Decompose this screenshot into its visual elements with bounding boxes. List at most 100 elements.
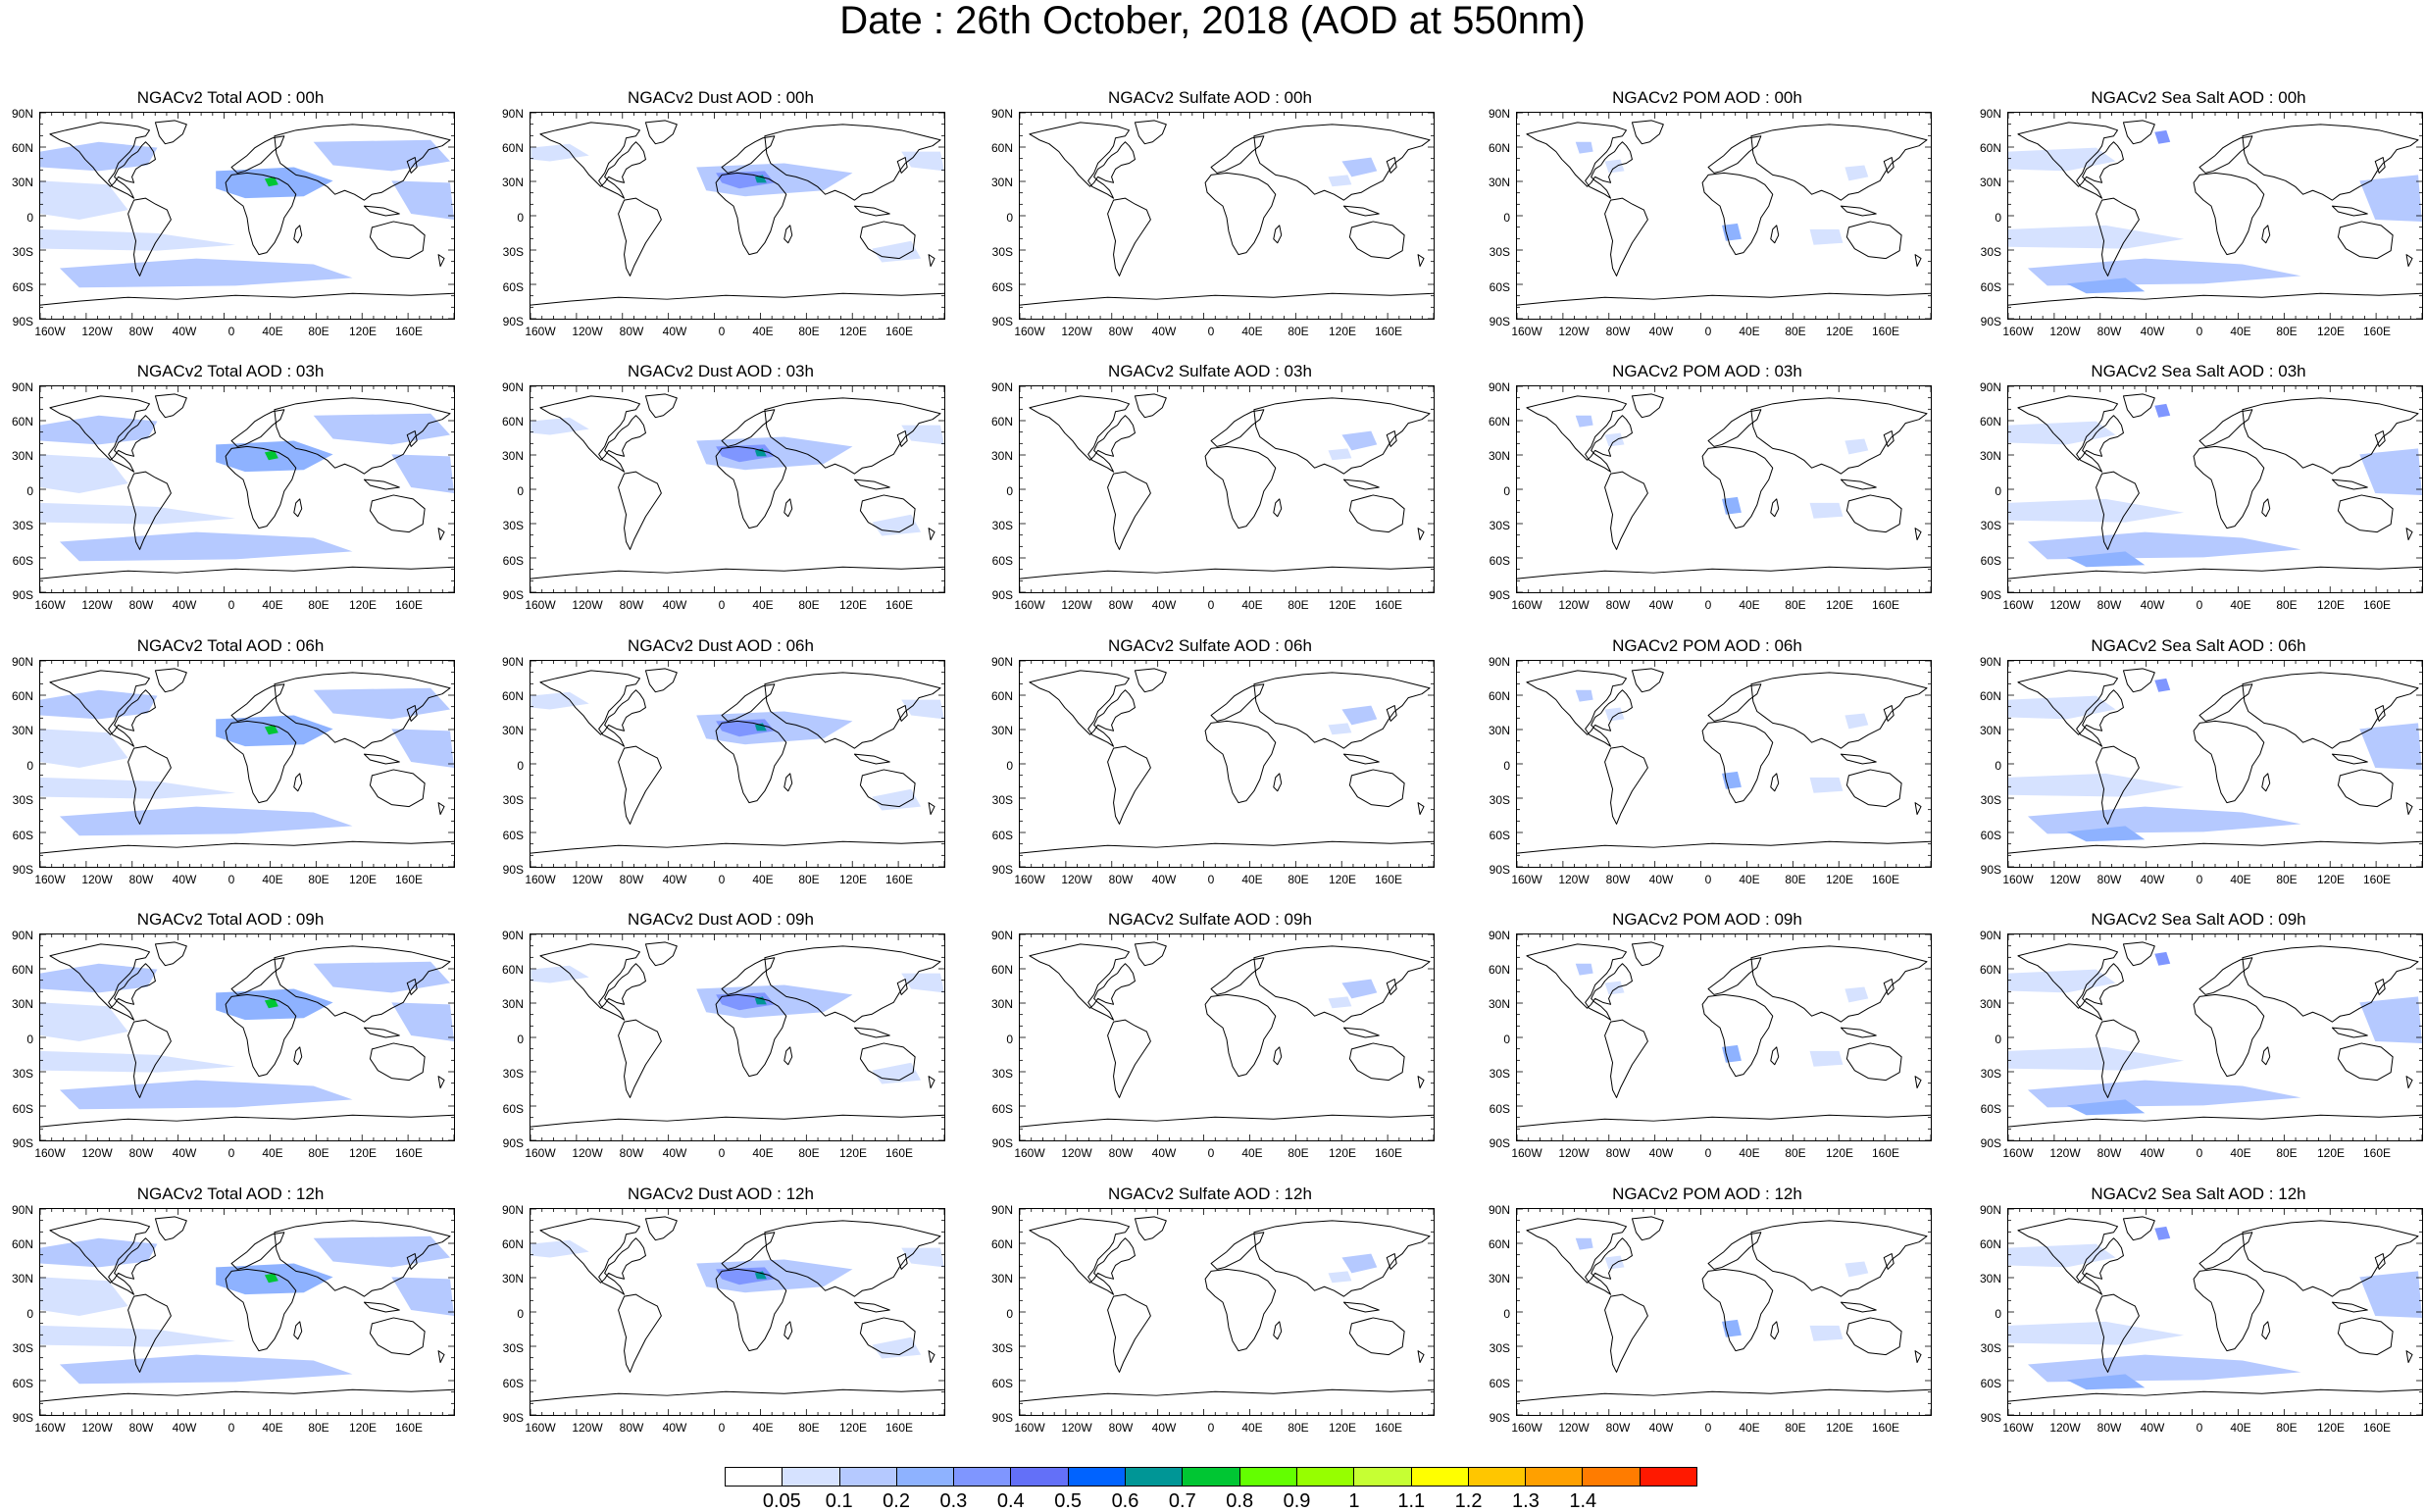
- aod-map: [1020, 386, 1434, 592]
- lat-label: 30S: [12, 245, 33, 259]
- map-frame: [2007, 1208, 2423, 1416]
- colorbar-box: [1126, 1468, 1184, 1486]
- lat-label: 60N: [990, 689, 1013, 703]
- aod-field: [1844, 986, 1869, 1003]
- lat-label: 0: [1995, 1307, 2001, 1321]
- map-frame: [39, 1208, 455, 1416]
- lat-label: 30N: [990, 1272, 1013, 1285]
- aod-field: [530, 1239, 589, 1258]
- lat-label: 30N: [1979, 449, 2001, 463]
- lat-label: 90S: [1489, 588, 1510, 602]
- lon-label: 160W: [2002, 598, 2034, 612]
- aod-field: [2359, 1271, 2422, 1318]
- aod-field: [1341, 979, 1378, 999]
- lat-label: 30N: [990, 724, 1013, 737]
- lon-label: 80E: [1288, 1421, 1309, 1435]
- panel-title: NGACv2 Sulfate AOD : 03h: [1108, 362, 1312, 380]
- lon-label: 120W: [1558, 1421, 1590, 1435]
- aod-field: [1809, 502, 1844, 519]
- panel-title: NGACv2 Sea Salt AOD : 06h: [2091, 636, 2306, 655]
- aod-map: [1020, 1209, 1434, 1415]
- map-frame: [1516, 933, 1932, 1141]
- panel-title: NGACv2 Sea Salt AOD : 09h: [2091, 910, 2306, 929]
- map-panel: NGACv2 Total AOD : 09h 90N 60N 30N 0 30S 60S 90…: [0, 910, 461, 1170]
- lon-label: 0: [718, 873, 726, 886]
- lon-label: 160E: [394, 325, 424, 338]
- aod-field: [40, 180, 128, 220]
- aod-map: [1517, 934, 1931, 1140]
- lon-label: 40E: [1241, 598, 1263, 612]
- aod-map: [530, 1209, 944, 1415]
- lat-label: 90S: [12, 588, 33, 602]
- lat-label: 60N: [1979, 141, 2001, 155]
- map-panel: NGACv2 Sea Salt AOD : 03h 90N 60N 30N 0 30S 60…: [1968, 362, 2425, 622]
- aod-field: [754, 448, 767, 457]
- aod-field: [1844, 713, 1869, 730]
- lat-label: 90N: [1979, 929, 2001, 942]
- colorbar-box: [839, 1468, 897, 1486]
- lat-label: 60S: [1489, 829, 1510, 842]
- aod-field: [1844, 1261, 1869, 1278]
- lon-label: 80E: [798, 325, 820, 338]
- aod-field: [40, 1002, 128, 1041]
- lon-label: 0: [1704, 873, 1712, 886]
- lon-label: 160W: [34, 325, 66, 338]
- map-panel: NGACv2 Sea Salt AOD : 09h 90N 60N 30N 0 30S 60…: [1968, 910, 2425, 1170]
- lon-label: 160W: [2002, 325, 2034, 338]
- lon-label: 40E: [752, 598, 774, 612]
- lat-label: 30S: [1980, 1341, 2001, 1355]
- lon-label: 80W: [1605, 1146, 1631, 1160]
- lon-label: 0: [2196, 1421, 2203, 1435]
- lon-label: 80W: [2097, 1421, 2122, 1435]
- lat-label: 0: [1503, 759, 1510, 773]
- lat-label: 60N: [11, 963, 33, 977]
- lon-label: 120E: [1328, 1421, 1357, 1435]
- lat-label: 0: [26, 759, 33, 773]
- lat-label: 0: [1503, 484, 1510, 498]
- lat-label: 0: [26, 484, 33, 498]
- colorbar-label: 1.1: [1397, 1490, 1426, 1512]
- lat-label: 30S: [502, 793, 524, 807]
- lat-label: 60N: [1488, 963, 1510, 977]
- aod-field: [40, 141, 158, 172]
- lat-label: 90N: [501, 107, 524, 121]
- aod-field: [1809, 1325, 1844, 1341]
- lat-label: 90N: [501, 1203, 524, 1217]
- aod-field: [2008, 421, 2116, 445]
- aod-field: [40, 1050, 236, 1073]
- lon-label: 40E: [2230, 325, 2251, 338]
- map-panel: NGACv2 Dust AOD : 03h 90N 60N 30N 0 30S 60S 90S…: [490, 362, 951, 622]
- aod-map: [1517, 113, 1931, 319]
- lat-label: 60N: [990, 1237, 1013, 1251]
- aod-field: [1575, 963, 1593, 976]
- lon-label: 120E: [348, 1421, 378, 1435]
- lat-label: 90N: [11, 107, 33, 121]
- lon-label: 0: [2196, 873, 2203, 886]
- lon-label: 80E: [2276, 873, 2298, 886]
- lon-label: 120W: [1061, 325, 1092, 338]
- map-frame: [39, 112, 455, 320]
- lat-label: 90S: [991, 588, 1013, 602]
- lat-label: 90S: [502, 315, 524, 328]
- lon-label: 120E: [838, 598, 868, 612]
- aod-map: [2008, 113, 2422, 319]
- panel-title: NGACv2 Dust AOD : 03h: [628, 362, 814, 380]
- lon-label: 0: [718, 325, 726, 338]
- lon-label: 40W: [662, 598, 687, 612]
- lon-label: 40E: [1739, 1421, 1760, 1435]
- lon-label: 40E: [752, 1421, 774, 1435]
- colorbar-box: [783, 1468, 840, 1486]
- lat-label: 30N: [11, 1272, 33, 1285]
- lat-label: 60N: [1488, 415, 1510, 428]
- lat-label: 60S: [1980, 829, 2001, 842]
- aod-field: [2008, 695, 2116, 720]
- aod-field: [264, 176, 278, 187]
- panel-title: NGACv2 Total AOD : 00h: [136, 88, 325, 107]
- lon-label: 160E: [394, 1146, 424, 1160]
- lat-label: 30N: [1488, 449, 1510, 463]
- lat-label: 60N: [1979, 963, 2001, 977]
- panel-title: NGACv2 Total AOD : 09h: [136, 910, 325, 929]
- lon-label: 160W: [1511, 598, 1542, 612]
- aod-field: [2154, 1226, 2171, 1240]
- lat-label: 30N: [501, 1272, 524, 1285]
